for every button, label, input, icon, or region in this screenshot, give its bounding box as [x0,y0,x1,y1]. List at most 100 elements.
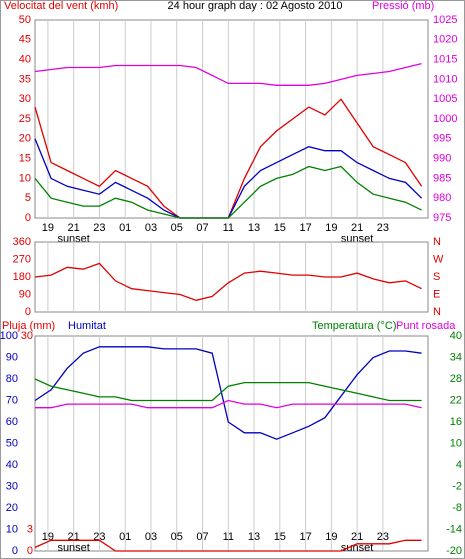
yticks-label: 270 [13,253,31,265]
yticks-label: 0 [25,212,31,224]
y2ticks-label: W [433,253,444,265]
yticks-label: 50 [6,437,18,449]
plot-area [34,241,429,313]
y2ticks-label: 1010 [433,73,457,85]
series-line [35,399,422,409]
y2ticks-label: 1020 [433,34,457,46]
x-tick-label: 03 [145,222,157,234]
yticks-label: 60 [6,416,18,428]
plot-area [34,19,429,219]
yticks-label: 45 [19,34,31,46]
yticks-label: 30 [6,480,18,492]
yticks-label: 5 [25,192,31,204]
y2ticks-label: 22 [450,394,462,406]
y2ticks-label: -14 [446,523,462,535]
yticks-label: 30 [19,93,31,105]
x-tick-label: 23 [93,531,105,543]
x-tick-label: 17 [299,531,311,543]
y3ticks-label: 0 [27,545,33,557]
y2ticks-label: 1000 [433,113,457,125]
yticks-label: 20 [6,502,18,514]
y2ticks-label: 34 [450,351,462,363]
y3ticks-label: 3 [27,523,33,535]
axis-label: Temperatura (°C) [312,320,396,332]
plot-area [34,335,429,552]
x-tick-label: 19 [325,531,337,543]
yticks-label: 10 [19,172,31,184]
yticks-label: 20 [19,133,31,145]
yticks-label: 90 [19,288,31,300]
x-tick-label: 11 [223,222,234,234]
x-tick-label: 07 [196,222,208,234]
yticks-label: 70 [6,394,18,406]
x-tick-label: 15 [274,222,286,234]
y2ticks-label: 975 [433,212,451,224]
series-line [34,262,422,301]
x-tick-label: 21 [351,531,363,543]
y2ticks-label: 1025 [433,14,457,26]
annotation: sunset [341,542,373,554]
y2ticks-label: 1005 [433,93,457,105]
yticks-label: 40 [19,54,31,66]
yticks-label: 35 [19,73,31,85]
y2ticks-label: 40 [450,330,462,342]
y2ticks-label: N [433,236,441,248]
yticks-label: 90 [6,351,18,363]
yticks-label: 15 [19,153,31,165]
y2ticks-label: 1015 [433,54,457,66]
x-tick-label: 11 [223,531,234,543]
y3ticks-label: 30 [21,330,33,342]
y2ticks-label: N [433,306,441,318]
y2ticks-label: 990 [433,153,451,165]
x-tick-label: 01 [119,531,131,543]
axis-label: Punt rosada [396,320,456,332]
y2ticks-label: 985 [433,172,451,184]
y2ticks-label: 10 [450,437,462,449]
y2ticks-label: 16 [450,416,462,428]
y2ticks-label: 4 [456,459,462,471]
x-tick-label: 13 [248,531,260,543]
x-tick-label: 03 [145,531,157,543]
axis-label: Humitat [68,320,106,332]
annotation: sunset [57,542,89,554]
series-line [34,165,422,219]
x-tick-label: 21 [68,222,80,234]
yticks-label: 0 [25,306,31,318]
x-tick-label: 15 [274,531,286,543]
x-tick-label: 05 [171,531,183,543]
x-tick-label: 19 [42,222,54,234]
y2ticks-label: 980 [433,192,451,204]
y2ticks-label: E [433,288,440,300]
series-line [34,346,422,440]
chart-title: 24 hour graph day : 02 Agosto 2010 [168,0,343,12]
yticks-label: 80 [6,373,18,385]
x-tick-label: 21 [351,222,363,234]
x-tick-label: 13 [248,222,260,234]
x-tick-label: 07 [196,531,208,543]
x-tick-label: 23 [377,222,389,234]
x-tick-label: 23 [377,531,389,543]
y2ticks-label: -20 [446,545,462,557]
yticks-label: 180 [13,271,31,283]
y2ticks-label: S [433,271,440,283]
yticks-label: 0 [12,545,18,557]
yticks-label: 100 [0,330,18,342]
x-tick-label: 19 [325,222,337,234]
y2ticks-label: -8 [452,502,462,514]
y2ticks-label: 995 [433,133,451,145]
y2ticks-label: -2 [452,480,462,492]
axis-label: Velocitat del vent (kmh) [4,0,118,12]
x-tick-label: 23 [93,222,105,234]
series-line [34,539,422,552]
x-tick-label: 17 [299,222,311,234]
axis-label: Pressió (mb) [372,0,434,12]
yticks-label: 50 [19,14,31,26]
yticks-label: 40 [6,459,18,471]
x-tick-label: 05 [171,222,183,234]
yticks-label: 360 [13,236,31,248]
y2ticks-label: 28 [450,373,462,385]
yticks-label: 10 [6,523,18,535]
x-tick-label: 01 [119,222,131,234]
axis-label: Pluja (mm) [2,320,55,332]
